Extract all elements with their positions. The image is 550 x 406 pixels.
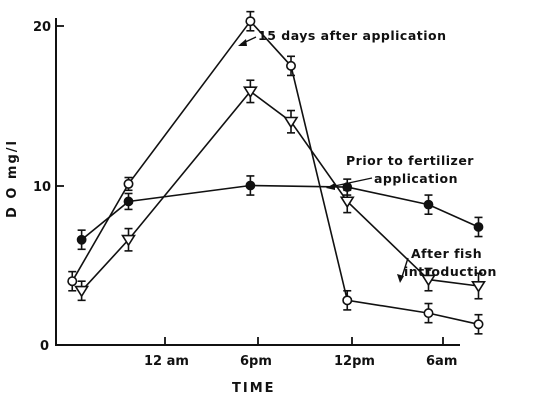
point-1-4 [423, 199, 434, 210]
arrowhead-after-application [238, 39, 247, 46]
annotation-prior-line1: Prior to fertilizer [346, 153, 474, 168]
y-tick-label-0: 0 [40, 339, 49, 354]
point-2-5 [421, 274, 436, 287]
annotation-fish-line2: introduction [404, 264, 497, 279]
arrowhead-fish [397, 274, 404, 283]
point-0-5 [423, 308, 434, 319]
point-0-1 [123, 178, 134, 189]
point-0-0 [67, 276, 78, 287]
series-1 [76, 175, 484, 251]
point-2-6 [471, 280, 486, 293]
point-0-3 [285, 60, 296, 71]
series-line-1 [81, 184, 479, 241]
point-1-1 [123, 196, 134, 207]
y-tick-label-10: 10 [33, 180, 51, 195]
point-2-4 [339, 196, 355, 209]
annotation-prior-line2: application [374, 171, 458, 186]
point-0-6 [473, 319, 484, 330]
point-2-1 [121, 234, 136, 247]
x-ticks: 12 am 6pm 12pm 6am [144, 337, 457, 369]
point-0-4 [342, 295, 353, 306]
point-1-2 [245, 180, 256, 191]
x-tick-label-12pm: 12pm [334, 354, 375, 369]
point-2-3 [283, 116, 299, 129]
series-layer [67, 10, 486, 335]
point-0-2 [245, 16, 256, 27]
y-ticks: 0 10 20 [33, 20, 64, 354]
point-1-0 [76, 234, 87, 245]
annotations: 15 days after application Prior to ferti… [238, 28, 497, 283]
arrowhead-prior [326, 183, 335, 190]
series-0 [67, 10, 484, 335]
point-2-0 [74, 285, 90, 298]
y-axis-title: D O mg/l [5, 139, 20, 218]
point-1-5 [473, 222, 484, 232]
y-tick-label-20: 20 [33, 20, 51, 35]
x-tick-label-6pm: 6pm [240, 354, 272, 369]
x-tick-label-6am: 6am [426, 354, 457, 369]
point-2-2 [242, 86, 258, 99]
arrow-prior [329, 177, 373, 188]
annotation-fish-line1: After fish [411, 246, 482, 261]
x-tick-label-12am: 12 am [144, 354, 189, 369]
x-axis-title: TIME [232, 381, 276, 396]
series-2 [74, 79, 486, 302]
annotation-after-application: 15 days after application [258, 28, 447, 43]
